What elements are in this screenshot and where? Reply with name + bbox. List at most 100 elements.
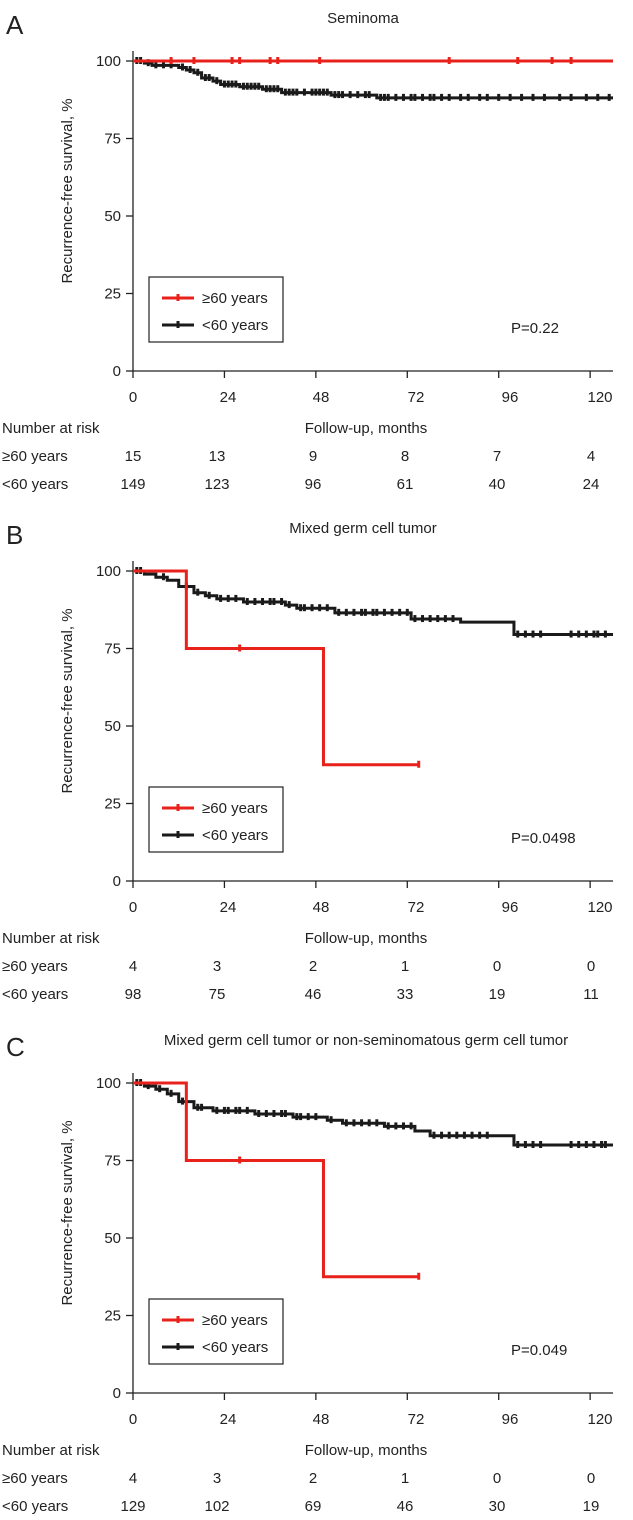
risk-value-b: 75: [209, 986, 226, 1003]
risk-value-c: 4: [129, 1470, 137, 1487]
x-axis-label-a: Follow-up, months: [305, 420, 428, 437]
series-ge60-c: [133, 1081, 421, 1280]
y-tick-label-b: 0: [113, 873, 121, 890]
risk-value-b: 46: [305, 986, 322, 1003]
y-tick-label-c: 100: [96, 1075, 121, 1092]
risk-row-label-b: ≥60 years: [2, 958, 68, 975]
risk-value-b: 1: [401, 958, 409, 975]
y-tick-label-a: 25: [104, 286, 121, 303]
risk-table-c: Number at risk ≥60 years 4 3 2 1 0 0 <60 years 12…: [2, 1442, 599, 1515]
x-tick-label-b: 96: [502, 899, 519, 916]
risk-value-b: 33: [397, 986, 414, 1003]
legend-label-lt60-b: <60 years: [202, 827, 268, 844]
risk-value-b: 2: [309, 958, 317, 975]
risk-value-a: 61: [397, 476, 414, 493]
y-tick-label-b: 75: [104, 641, 121, 658]
y-tick-label-c: 25: [104, 1308, 121, 1325]
x-tick-label-a: 120: [587, 389, 612, 406]
legend-c: ≥60 years <60 years: [148, 1298, 284, 1365]
x-tick-label-a: 48: [313, 389, 330, 406]
risk-value-b: 3: [213, 958, 221, 975]
risk-value-a: 7: [493, 448, 501, 465]
x-tick-label-c: 0: [129, 1411, 137, 1428]
panel-b: B Mixed germ cell tumor0255075100Recurren…: [2, 520, 613, 1003]
survival-curve-lt60-c: [133, 1081, 613, 1147]
p-value-a: P=0.22: [511, 320, 559, 337]
p-value-b: P=0.0498: [511, 830, 576, 847]
risk-value-a: 24: [583, 476, 600, 493]
x-tick-label-b: 24: [220, 899, 237, 916]
legend-b: ≥60 years <60 years: [148, 786, 284, 853]
survival-curve-ge60-c: [133, 1081, 419, 1279]
legend-box-c: [148, 1298, 284, 1365]
risk-value-a: 8: [401, 448, 409, 465]
risk-value-b: 0: [587, 958, 595, 975]
risk-value-b: 11: [583, 986, 599, 1003]
y-tick-label-a: 50: [104, 208, 121, 225]
risk-table-header-b: Number at risk: [2, 930, 100, 947]
y-axis-label-b: Recurrence-free survival, %: [59, 608, 76, 793]
risk-value-c: 30: [489, 1498, 506, 1515]
risk-value-c: 2: [309, 1470, 317, 1487]
x-tick-label-b: 72: [408, 899, 425, 916]
x-tick-label-c: 72: [408, 1411, 425, 1428]
chart-title-c: Mixed germ cell tumor or non-seminomatou…: [164, 1032, 568, 1049]
chart-title-a: Seminoma: [327, 10, 399, 27]
x-tick-label-a: 96: [502, 389, 519, 406]
panel-a: A Seminoma 0 25 50 75 100 Recurrence-free survi…: [2, 10, 613, 493]
panel-letter-b: B: [6, 520, 23, 550]
risk-value-b: 19: [489, 986, 506, 1003]
risk-value-a: 40: [489, 476, 506, 493]
risk-value-c: 0: [493, 1470, 501, 1487]
x-tick-label-a: 72: [408, 389, 425, 406]
chart-title-b: Mixed germ cell tumor: [289, 520, 437, 537]
series-ge60-b: [133, 569, 421, 768]
risk-value-c: 69: [305, 1498, 322, 1515]
y-axis-label-a: Recurrence-free survival, %: [59, 98, 76, 283]
risk-table-a: Number at risk ≥60 years 15 13 9 8 7 4 <60 years…: [2, 420, 599, 493]
risk-value-a: 4: [587, 448, 595, 465]
series-lt60-a: [133, 57, 613, 101]
risk-value-c: 1: [401, 1470, 409, 1487]
x-axis-label-c: Follow-up, months: [305, 1442, 428, 1459]
y-tick-label-a: 75: [104, 131, 121, 148]
y-tick-label-a: 0: [113, 363, 121, 380]
series-lt60-b: [133, 567, 613, 638]
panel-c: C Mixed germ cell tumor or non-seminomato…: [2, 1032, 613, 1515]
risk-value-c: 129: [120, 1498, 145, 1515]
risk-value-c: 3: [213, 1470, 221, 1487]
panel-letter-c: C: [6, 1032, 25, 1062]
risk-value-a: 149: [120, 476, 145, 493]
y-tick-label-b: 50: [104, 718, 121, 735]
risk-table-header-a: Number at risk: [2, 420, 100, 437]
legend-label-ge60-b: ≥60 years: [202, 800, 268, 817]
y-tick-label-a: 100: [96, 53, 121, 70]
risk-value-a: 9: [309, 448, 317, 465]
legend-box-b: [148, 786, 284, 853]
x-tick-label-b: 120: [587, 899, 612, 916]
x-tick-label-c: 24: [220, 1411, 237, 1428]
risk-value-a: 13: [209, 448, 226, 465]
y-axis-label-c: Recurrence-free survival, %: [59, 1120, 76, 1305]
legend-label-lt60-c: <60 years: [202, 1339, 268, 1356]
risk-value-b: 0: [493, 958, 501, 975]
risk-value-a: 15: [125, 448, 142, 465]
risk-value-a: 123: [204, 476, 229, 493]
risk-table-header-c: Number at risk: [2, 1442, 100, 1459]
risk-value-b: 4: [129, 958, 137, 975]
y-tick-label-b: 25: [104, 796, 121, 813]
risk-value-c: 102: [204, 1498, 229, 1515]
y-tick-label-b: 100: [96, 563, 121, 580]
risk-value-c: 46: [397, 1498, 414, 1515]
risk-row-label-b: <60 years: [2, 986, 68, 1003]
risk-row-label-c: ≥60 years: [2, 1470, 68, 1487]
x-tick-label-c: 48: [313, 1411, 330, 1428]
risk-value-c: 19: [583, 1498, 600, 1515]
p-value-c: P=0.049: [511, 1342, 567, 1359]
survival-curve-ge60-b: [133, 569, 419, 767]
x-tick-label-a: 0: [129, 389, 137, 406]
legend-label-ge60-c: ≥60 years: [202, 1312, 268, 1329]
survival-curve-lt60-a: [133, 59, 613, 100]
x-axis-label-b: Follow-up, months: [305, 930, 428, 947]
